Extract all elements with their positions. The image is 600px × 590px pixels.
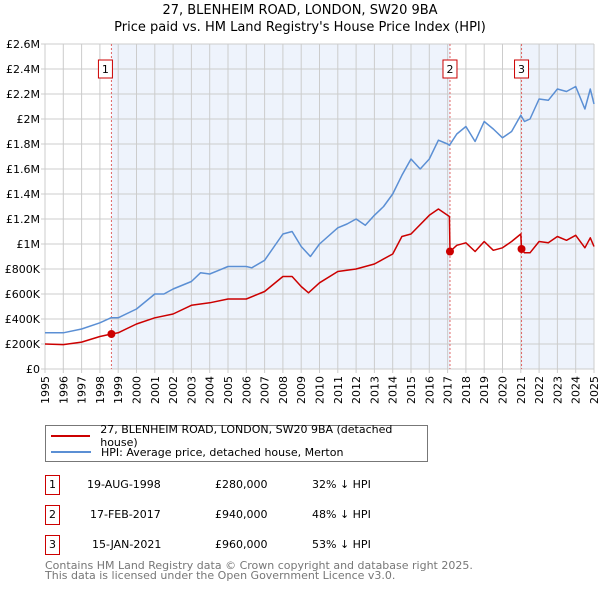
legend: 27, BLENHEIM ROAD, LONDON, SW20 9BA (det… <box>45 423 428 462</box>
sale-delta: 48% ↓ HPI <box>312 508 371 521</box>
x-tick-label: 1997 <box>76 376 89 404</box>
sale-delta: 53% ↓ HPI <box>312 538 371 551</box>
x-tick-label: 2010 <box>314 376 327 404</box>
y-tick-label: £1.6M <box>6 163 40 176</box>
x-tick-label: 2006 <box>240 376 253 404</box>
x-tick-label: 2004 <box>204 376 217 404</box>
footer: Contains HM Land Registry data © Crown c… <box>45 559 473 582</box>
legend-item-property: 27, BLENHEIM ROAD, LONDON, SW20 9BA (det… <box>51 423 427 449</box>
x-tick-label: 2001 <box>149 376 162 404</box>
x-tick-label: 2011 <box>332 376 345 404</box>
x-tick-label: 2021 <box>515 376 528 404</box>
x-tick-label: 2025 <box>588 376 600 404</box>
footer-licence: This data is licensed under the Open Gov… <box>45 569 396 582</box>
x-tick-label: 2003 <box>185 376 198 404</box>
y-tick-label: £1.4M <box>6 188 40 201</box>
x-tick-label: 2019 <box>478 376 491 404</box>
x-tick-label: 2008 <box>277 376 290 404</box>
y-tick-label: £2.6M <box>6 38 40 51</box>
sale-label-box <box>514 59 530 79</box>
x-tick-label: 2020 <box>497 376 510 404</box>
sale-delta: 32% ↓ HPI <box>312 478 371 491</box>
x-tick-label: 2022 <box>533 376 546 404</box>
x-tick-label: 2005 <box>222 376 235 404</box>
x-tick-label: 2014 <box>387 376 400 404</box>
x-tick-label: 2007 <box>259 376 272 404</box>
x-tick-label: 2017 <box>442 376 455 404</box>
property-price-line <box>44 208 595 346</box>
table-row: 2 17-FEB-2017 £940,000 48% ↓ HPI <box>45 505 465 525</box>
legend-swatch-hpi <box>51 451 91 453</box>
y-tick-label: £0 <box>26 363 40 376</box>
x-tick-label: 2002 <box>167 376 180 404</box>
sale-badge: 1 <box>45 475 60 495</box>
sale-label-box <box>442 59 458 79</box>
sale-price: £280,000 <box>215 478 268 491</box>
sale-point <box>445 247 454 256</box>
x-tick-label: 2024 <box>570 376 583 404</box>
x-tick-label: 1995 <box>39 376 52 404</box>
sale-label-box <box>97 59 113 79</box>
hpi-line <box>45 85 595 334</box>
x-tick-label: 2015 <box>405 376 418 404</box>
y-tick-label: £2.4M <box>6 63 40 76</box>
sale-label: 1 <box>102 63 109 76</box>
y-tick-label: £600K <box>5 288 41 301</box>
x-tick-label: 1999 <box>112 376 125 404</box>
sale-date: 19-AUG-1998 <box>87 478 161 491</box>
y-tick-label: £200K <box>5 338 41 351</box>
x-tick-label: 2016 <box>423 376 436 404</box>
x-tick-label: 1996 <box>57 376 70 404</box>
sale-label: 2 <box>446 63 453 76</box>
y-tick-label: £2.2M <box>6 88 40 101</box>
table-row: 3 15-JAN-2021 £960,000 53% ↓ HPI <box>45 535 465 555</box>
sale-price: £960,000 <box>215 538 268 551</box>
sale-date: 15-JAN-2021 <box>92 538 162 551</box>
x-tick-label: 1998 <box>94 376 107 404</box>
x-tick-label: 2018 <box>460 376 473 404</box>
sale-date: 17-FEB-2017 <box>90 508 161 521</box>
sale-point <box>107 330 116 338</box>
sale-badge: 2 <box>45 505 60 525</box>
chart-subtitle: Price paid vs. HM Land Registry's House … <box>114 20 486 35</box>
price-chart: 1995 1996 1997 1998 1999 2000 2001 2002 2003 2004… <box>5 38 600 404</box>
legend-label-hpi: HPI: Average price, detached house, Mert… <box>101 445 344 459</box>
y-tick-label: £1.8M <box>6 138 40 151</box>
shaded-region <box>111 44 450 369</box>
chart-title: 27, BLENHEIM ROAD, LONDON, SW20 9BA <box>162 3 438 18</box>
sale-label: 3 <box>518 63 525 76</box>
y-tick-label: £1M <box>17 238 41 251</box>
x-tick-label: 2013 <box>368 376 381 404</box>
legend-swatch-property <box>51 435 91 437</box>
y-tick-label: £2M <box>17 113 41 126</box>
x-tick-label: 2023 <box>551 376 564 404</box>
sale-badge: 3 <box>45 535 60 555</box>
y-tick-label: £400K <box>5 313 41 326</box>
x-tick-label: 2009 <box>295 376 308 404</box>
table-row: 1 19-AUG-1998 £280,000 32% ↓ HPI <box>45 475 465 495</box>
sale-point <box>517 245 526 253</box>
x-tick-label: 2000 <box>131 376 144 404</box>
x-tick-label: 2012 <box>350 376 363 404</box>
sale-price: £940,000 <box>215 508 268 521</box>
y-tick-label: £800K <box>5 263 41 276</box>
y-tick-label: £1.2M <box>6 213 40 226</box>
legend-label-property: 27, BLENHEIM ROAD, LONDON, SW20 9BA (det… <box>100 423 393 449</box>
legend-item-hpi: HPI: Average price, detached house, Mert… <box>51 444 343 460</box>
footer-copyright: Contains HM Land Registry data © Crown c… <box>45 559 473 572</box>
